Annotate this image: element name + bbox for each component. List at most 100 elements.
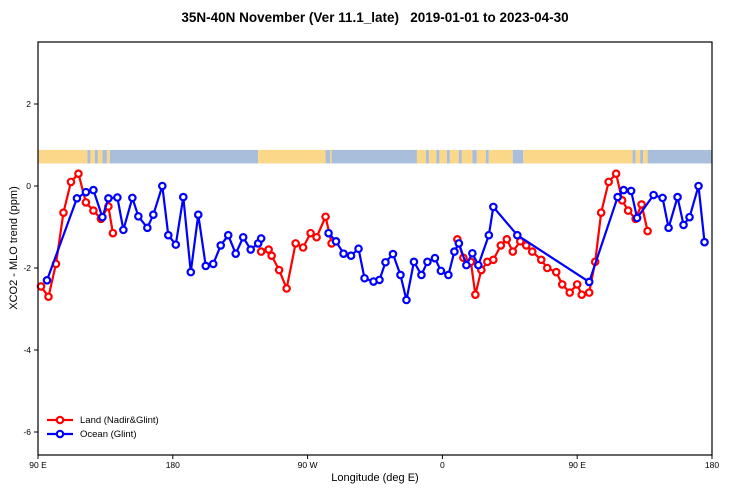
land-data-point bbox=[44, 292, 53, 302]
land-data-point bbox=[306, 228, 315, 238]
map-band-segment-land bbox=[330, 149, 332, 164]
ocean-data-point bbox=[673, 192, 682, 202]
map-band-segment-land bbox=[461, 149, 473, 164]
map-band-segment-land bbox=[439, 149, 447, 164]
ocean-data-point bbox=[658, 193, 667, 203]
ocean-data-point bbox=[430, 253, 440, 263]
land-series-line bbox=[39, 172, 114, 298]
x-axis-title: Longitude (deg E) bbox=[331, 472, 419, 484]
map-band-segment-land bbox=[258, 149, 326, 164]
land-data-point bbox=[81, 198, 91, 207]
map-band-segment-land bbox=[643, 149, 648, 164]
ocean-data-point bbox=[134, 212, 143, 221]
land-data-point bbox=[496, 241, 506, 250]
map-band-segment-land bbox=[476, 149, 486, 164]
map-band-segment-ocean bbox=[446, 149, 450, 164]
land-data-point bbox=[577, 290, 586, 299]
map-band-segment-ocean bbox=[485, 149, 489, 164]
map-band-segment-land bbox=[416, 149, 426, 164]
ocean-data-point bbox=[128, 193, 137, 203]
ocean-data-point bbox=[208, 259, 218, 269]
legend-label-land: Land (Nadir&Glint) bbox=[80, 414, 159, 426]
map-band-segment-land bbox=[523, 149, 633, 164]
land-data-point bbox=[267, 251, 276, 261]
y-tick-label: -4 bbox=[23, 345, 31, 355]
land-series-legend-icon bbox=[47, 415, 73, 425]
land-data-point bbox=[611, 169, 621, 179]
ocean-data-point bbox=[375, 275, 384, 285]
ocean-data-point bbox=[664, 223, 673, 233]
ocean-data-point bbox=[193, 210, 203, 220]
ocean-data-point bbox=[381, 257, 390, 267]
ocean-data-point bbox=[104, 194, 113, 203]
ocean-data-point bbox=[201, 261, 211, 271]
x-tick-label: 0 bbox=[440, 460, 445, 470]
map-band-segment-land bbox=[449, 149, 459, 164]
x-tick-label: 90 E bbox=[29, 460, 47, 470]
land-data-point bbox=[256, 247, 266, 256]
ocean-data-point bbox=[324, 228, 333, 238]
ocean-data-point bbox=[246, 245, 255, 254]
land-data-point bbox=[565, 288, 575, 297]
map-band-segment-ocean bbox=[458, 149, 462, 164]
ocean-data-point bbox=[444, 270, 453, 280]
ocean-data-point bbox=[186, 267, 196, 277]
land-data-point bbox=[282, 284, 291, 293]
land-data-point bbox=[643, 226, 652, 236]
ocean-data-point bbox=[81, 187, 91, 197]
ocean-data-point bbox=[454, 239, 464, 248]
ocean-data-point bbox=[72, 194, 82, 203]
ocean-data-point bbox=[474, 260, 483, 270]
map-band-segment-ocean bbox=[640, 149, 644, 164]
land-data-point bbox=[298, 243, 308, 252]
ocean-data-point bbox=[700, 237, 709, 247]
map-band-segment-land bbox=[38, 149, 88, 164]
plot-frame bbox=[37, 41, 713, 456]
ocean-data-point bbox=[223, 230, 233, 240]
x-tick-label: 90 W bbox=[298, 460, 318, 470]
land-data-point bbox=[527, 247, 537, 256]
ocean-data-point bbox=[158, 181, 167, 191]
y-tick-label: 2 bbox=[26, 99, 31, 109]
x-tick-label: 180 bbox=[705, 460, 719, 470]
ocean-series-legend-icon bbox=[47, 429, 73, 439]
land-data-point bbox=[108, 228, 118, 238]
map-band-segment-land bbox=[97, 149, 103, 164]
ocean-data-point bbox=[613, 192, 622, 202]
ocean-data-point bbox=[178, 192, 188, 202]
ocean-data-point bbox=[354, 244, 363, 254]
land-data-point bbox=[312, 232, 321, 242]
land-data-point bbox=[74, 169, 83, 179]
land-data-point bbox=[489, 255, 498, 265]
land-data-point bbox=[59, 208, 68, 217]
ocean-data-point bbox=[360, 273, 369, 283]
y-tick-label: -6 bbox=[23, 427, 31, 437]
ocean-data-point bbox=[256, 234, 266, 243]
ocean-data-point bbox=[584, 277, 594, 287]
land-data-point bbox=[321, 212, 330, 222]
chart-title: 35N-40N November (Ver 11.1_late) 2019-01… bbox=[181, 10, 569, 25]
ocean-data-point bbox=[423, 257, 432, 267]
land-data-point bbox=[274, 265, 284, 275]
land-data-point bbox=[557, 280, 567, 289]
legend: Land (Nadir&Glint) Ocean (Glint) bbox=[46, 413, 159, 441]
ocean-data-point bbox=[331, 237, 341, 246]
x-tick-label: 90 E bbox=[568, 460, 586, 470]
land-data-point bbox=[623, 206, 633, 215]
map-band-segment-land bbox=[106, 149, 110, 164]
legend-label-ocean: Ocean (Glint) bbox=[80, 428, 137, 440]
ocean-data-point bbox=[468, 248, 477, 258]
ocean-data-point bbox=[238, 232, 248, 242]
legend-item-ocean: Ocean (Glint) bbox=[46, 427, 159, 441]
map-band-segment-ocean bbox=[94, 149, 98, 164]
land-data-point bbox=[584, 288, 594, 297]
ocean-data-point bbox=[402, 295, 411, 305]
ocean-data-point bbox=[42, 275, 52, 285]
ocean-data-point bbox=[113, 193, 122, 202]
map-band-segment-ocean bbox=[102, 149, 107, 164]
land-data-point bbox=[604, 177, 613, 187]
land-data-point bbox=[536, 255, 546, 265]
ocean-data-point bbox=[89, 185, 98, 195]
